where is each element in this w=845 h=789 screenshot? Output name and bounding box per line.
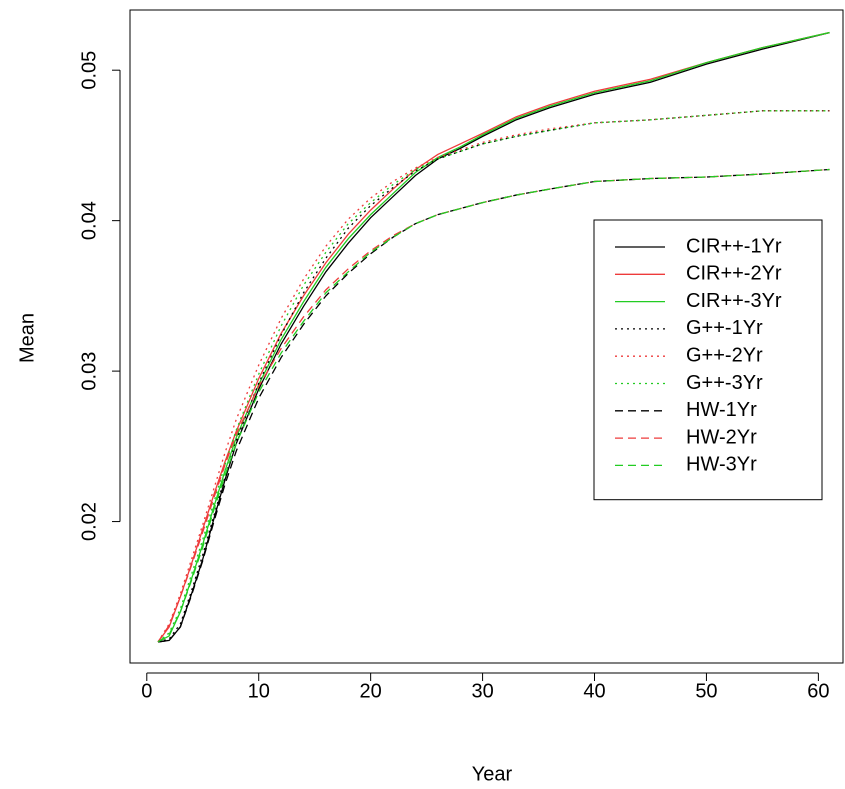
series-line	[157, 110, 830, 643]
series-line	[157, 110, 830, 643]
series-line	[157, 31, 830, 643]
legend-label: G++-2Yr	[686, 344, 763, 366]
x-axis-label: Year	[472, 763, 513, 785]
series-line	[157, 31, 830, 643]
legend-label: HW-1Yr	[686, 399, 757, 421]
series-line	[157, 110, 830, 643]
legend-label: CIR++-3Yr	[686, 290, 782, 312]
x-tick-label: 0	[141, 680, 152, 702]
y-axis-label: Mean	[16, 313, 38, 363]
x-tick-label: 60	[807, 680, 829, 702]
legend-label: CIR++-2Yr	[686, 263, 782, 285]
y-tick-label: 0.05	[78, 51, 100, 90]
legend-box	[593, 219, 823, 501]
y-tick-label: 0.03	[78, 352, 100, 391]
x-tick-label: 10	[248, 680, 270, 702]
x-tick-label: 20	[360, 680, 382, 702]
legend-label: G++-3Yr	[686, 372, 763, 394]
legend-label: HW-3Yr	[686, 454, 757, 476]
x-tick-label: 40	[583, 680, 605, 702]
legend-label: CIR++-1Yr	[686, 235, 782, 257]
y-tick-label: 0.02	[78, 502, 100, 541]
x-tick-label: 30	[471, 680, 493, 702]
legend-label: G++-1Yr	[686, 317, 763, 339]
y-tick-label: 0.04	[78, 201, 100, 240]
series-line	[157, 168, 830, 643]
plot-box	[129, 9, 844, 664]
series-line	[157, 168, 830, 643]
legend-label: HW-2Yr	[686, 426, 757, 448]
x-tick-label: 50	[695, 680, 717, 702]
